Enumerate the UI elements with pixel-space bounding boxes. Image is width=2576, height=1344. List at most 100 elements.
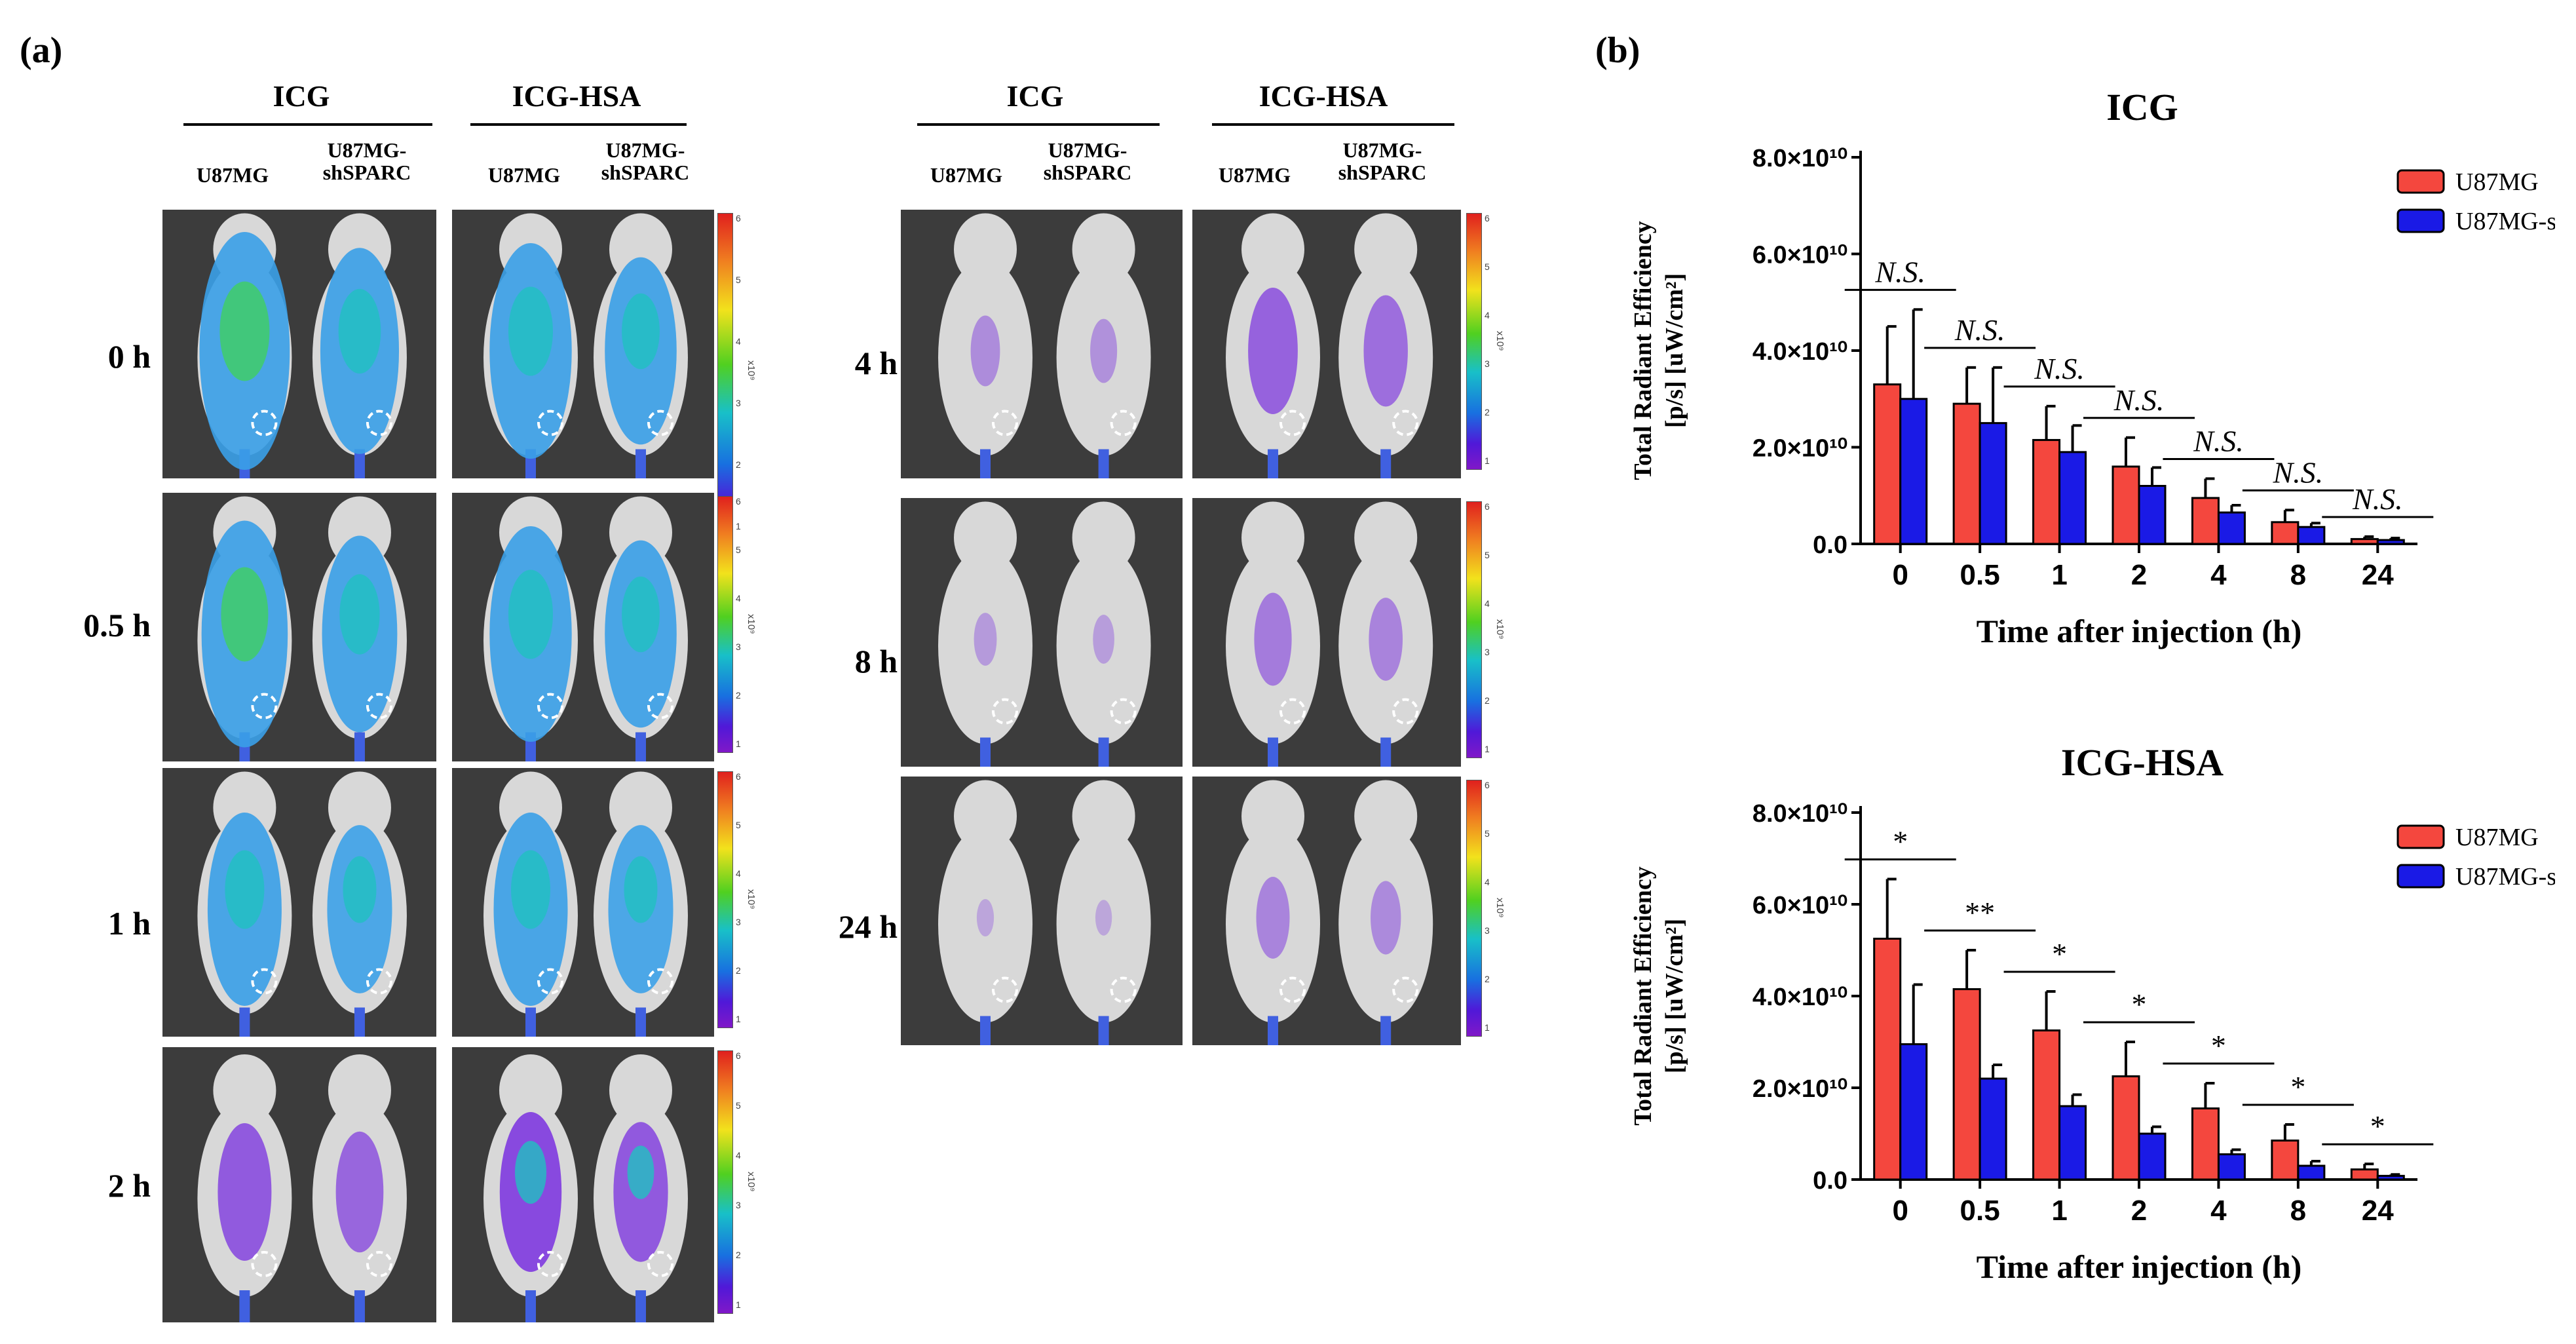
- imaging-tile: [162, 1047, 436, 1322]
- colorbar: [1466, 780, 1482, 1037]
- y-axis-label-2: [p/s] [uW/cm²]: [1661, 919, 1688, 1073]
- x-tick-label: 0: [1892, 559, 1908, 591]
- bar-u87mg: [1952, 402, 1981, 545]
- colorbar-tick: 2: [1485, 695, 1490, 706]
- tumor-roi-circle: [537, 410, 563, 436]
- mouse-silhouette: [1338, 780, 1433, 1045]
- tumor-roi-circle: [992, 976, 1018, 1003]
- significance-label: *: [2370, 1109, 2385, 1143]
- colorbar-tick: 4: [736, 1150, 741, 1161]
- chart2-title: ICG-HSA: [2060, 741, 2224, 784]
- colorbar-tick: 1: [1485, 455, 1490, 466]
- bar-shsparc: [2376, 539, 2405, 545]
- tumor-roi-circle: [366, 410, 392, 436]
- bar-u87mg: [2350, 1168, 2379, 1181]
- bar-shsparc: [2217, 1153, 2246, 1181]
- x-tick-label: 8: [2290, 1195, 2306, 1227]
- group1-sub-2: U87MG- shSPARC: [322, 138, 411, 184]
- bar-shsparc: [2058, 1105, 2087, 1181]
- imaging-tile: [452, 210, 714, 478]
- colorbar-tick: 5: [1485, 261, 1490, 272]
- y-tick-label: 4.0×10¹⁰: [1752, 984, 1847, 1011]
- y-tick-label: 2.0×10¹⁰: [1752, 435, 1847, 463]
- x-tick-label: 0.5: [1960, 1195, 2000, 1227]
- y-tick-label: 6.0×10¹⁰: [1752, 242, 1847, 269]
- tumor-roi-circle: [1110, 698, 1137, 725]
- colorbar-tick: 6: [736, 771, 741, 782]
- colorbar-tick: 5: [736, 545, 741, 555]
- bar-shsparc: [2297, 526, 2326, 545]
- colorbar-tick: 6: [1485, 780, 1490, 790]
- x-tick-label: 4: [2210, 559, 2227, 591]
- colorbar-tick: 5: [1485, 828, 1490, 839]
- group1-header-icg: ICG: [273, 79, 330, 113]
- colorbar-tick: 4: [736, 336, 741, 347]
- mouse-silhouette: [1338, 501, 1433, 767]
- x-axis-label: Time after injection (h): [1977, 1248, 2302, 1285]
- group2-sub-1: U87MG: [930, 163, 1003, 187]
- tumor-roi-circle: [992, 698, 1018, 725]
- tumor-roi-circle: [992, 410, 1018, 436]
- bar-u87mg: [2191, 497, 2220, 545]
- colorbar-tick: 2: [1485, 974, 1490, 984]
- colorbar-tick: 4: [1485, 310, 1490, 320]
- colorbar-unit: x10⁹: [746, 1171, 757, 1192]
- significance-label: N.S.: [1954, 313, 2005, 347]
- colorbar-tick: 4: [1485, 877, 1490, 887]
- significance-label: **: [1965, 896, 1995, 929]
- row-label-05h: 0.5 h: [83, 607, 151, 643]
- colorbar-tick: 2: [736, 1250, 741, 1260]
- y-tick-label: 4.0×10¹⁰: [1752, 338, 1847, 366]
- group2-header-icghsa: ICG-HSA: [1259, 79, 1388, 113]
- mouse-silhouette: [483, 771, 578, 1037]
- bar-u87mg: [2032, 438, 2061, 545]
- y-tick-label: 8.0×10¹⁰: [1752, 145, 1847, 172]
- group1-header-rule-icghsa: [470, 123, 687, 126]
- colorbar: [717, 1050, 733, 1314]
- group1-header-icghsa: ICG-HSA: [512, 79, 641, 113]
- row-label-24h: 24 h: [838, 908, 898, 945]
- significance-label: *: [2052, 937, 2067, 970]
- legend-swatch: [2396, 169, 2445, 194]
- colorbar-tick: 3: [736, 642, 741, 652]
- bar-shsparc: [1979, 422, 2007, 545]
- tumor-roi-circle: [251, 1251, 278, 1277]
- mouse-silhouette: [197, 213, 292, 478]
- imaging-tile: [1192, 777, 1461, 1045]
- colorbar-unit: x10⁹: [746, 360, 757, 381]
- x-tick-label: 24: [2362, 559, 2394, 591]
- significance-label: N.S.: [2034, 352, 2085, 385]
- row-label-0h: 0 h: [107, 338, 151, 375]
- bar-shsparc: [1979, 1077, 2007, 1181]
- bar-u87mg: [2271, 1140, 2300, 1181]
- legend-swatch: [2396, 208, 2445, 233]
- bar-shsparc: [2138, 485, 2167, 545]
- tumor-roi-circle: [1110, 410, 1137, 436]
- colorbar-tick: 5: [736, 820, 741, 830]
- colorbar: [717, 771, 733, 1028]
- imaging-tile: [901, 777, 1183, 1045]
- group2-header-icg: ICG: [1006, 79, 1064, 113]
- tumor-roi-circle: [251, 410, 278, 436]
- colorbar-tick: 5: [736, 275, 741, 285]
- mouse-silhouette: [312, 1054, 407, 1322]
- tumor-roi-circle: [1279, 976, 1306, 1003]
- y-tick-label: 0.0: [1813, 531, 1847, 559]
- x-tick-label: 4: [2210, 1195, 2227, 1227]
- tumor-roi-circle: [1110, 976, 1137, 1003]
- colorbar-tick: 5: [1485, 550, 1490, 560]
- bar-shsparc: [2217, 511, 2246, 545]
- bar-u87mg: [1873, 383, 1902, 545]
- bar-shsparc: [2138, 1132, 2167, 1181]
- significance-label: N.S.: [2352, 482, 2403, 516]
- legend-swatch: [2396, 824, 2445, 849]
- colorbar-tick: 2: [1485, 407, 1490, 417]
- y-tick-label: 2.0×10¹⁰: [1752, 1075, 1847, 1103]
- chart2-svg: 0.0 2.0×10¹⁰ 4.0×10¹⁰ 6.0×10¹⁰ 8.0×10¹⁰ Total…: [1629, 800, 2555, 1285]
- mouse-silhouette: [1056, 501, 1151, 767]
- colorbar-unit: x10⁹: [746, 614, 757, 634]
- group2-sub-3: U87MG: [1218, 163, 1291, 187]
- mouse-silhouette: [312, 496, 407, 761]
- mouse-silhouette: [483, 213, 578, 478]
- colorbar-unit: x10⁹: [1494, 331, 1506, 351]
